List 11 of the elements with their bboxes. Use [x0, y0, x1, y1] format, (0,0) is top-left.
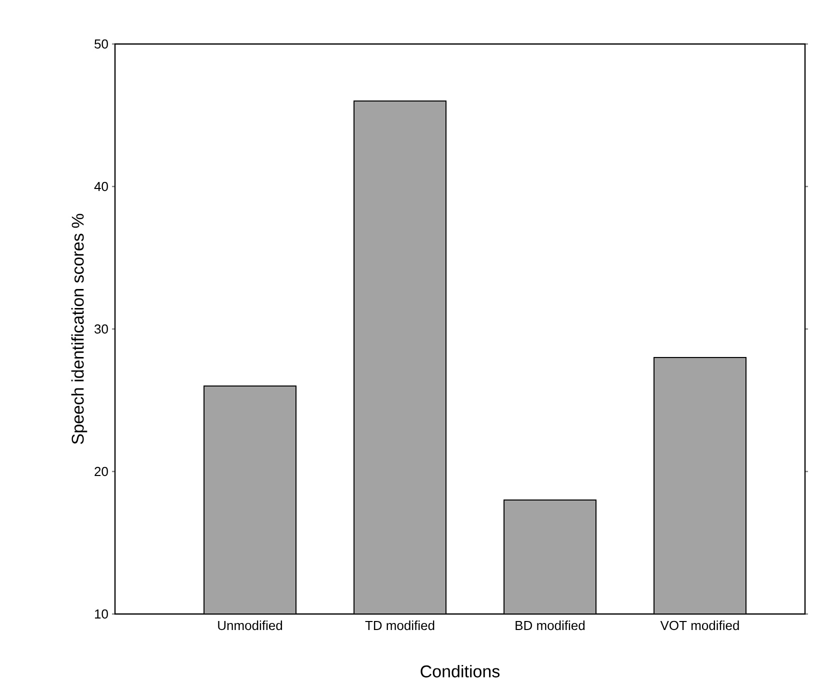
y-tick-label: 20: [94, 466, 108, 476]
y-tick-label: 30: [94, 324, 108, 334]
y-tick-label: 10: [94, 609, 108, 619]
y-tick-label: 50: [94, 39, 108, 49]
x-tick-label: Unmodified: [218, 620, 282, 630]
x-tick-label: TD modified: [365, 620, 434, 630]
x-axis-title: Conditions: [420, 664, 500, 678]
y-tick-label: 40: [94, 182, 108, 192]
x-tick-label: VOT modified: [660, 620, 739, 630]
y-axis-title: Speech identification scores %: [71, 214, 88, 444]
x-tick-label: BD modified: [516, 620, 585, 630]
